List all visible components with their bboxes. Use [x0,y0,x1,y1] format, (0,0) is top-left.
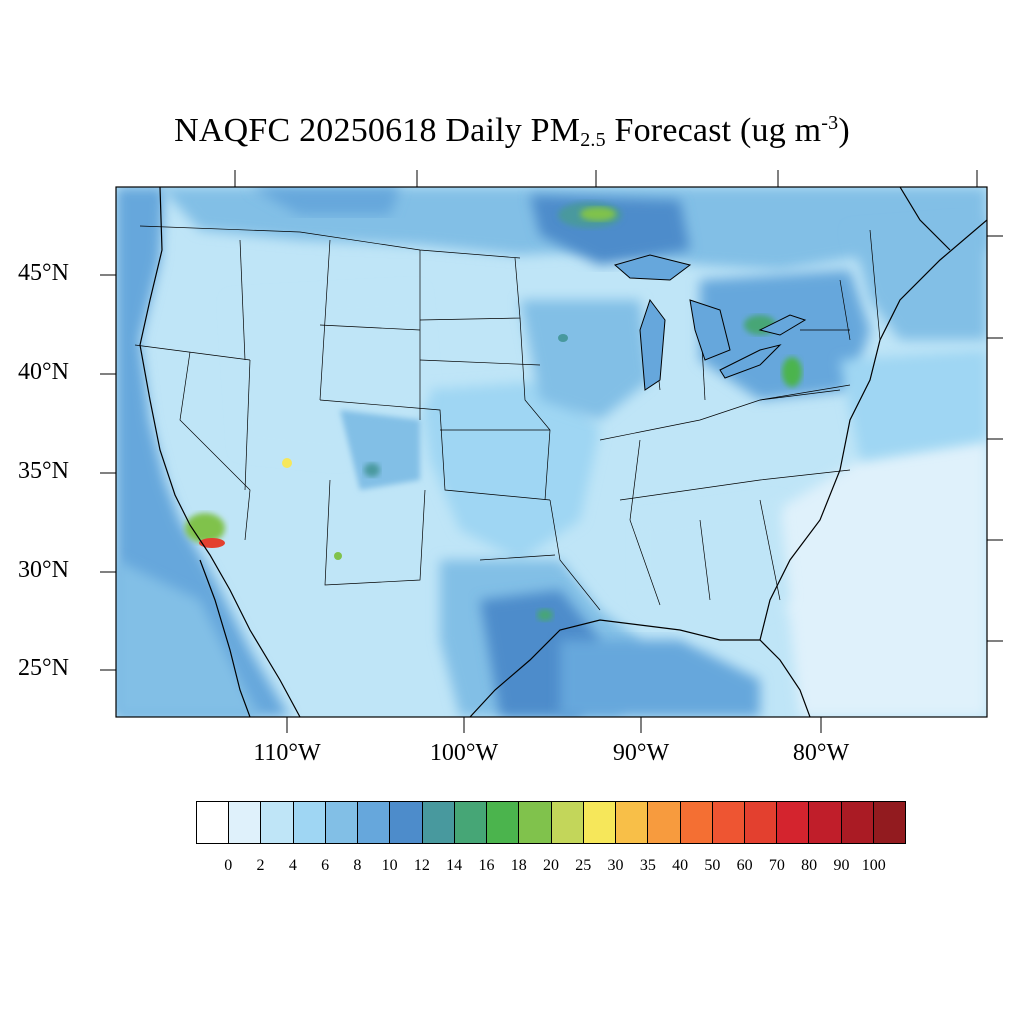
hotspot-socal-fire [199,538,225,548]
coastlines [139,187,987,717]
colorbar-swatch [583,802,617,843]
colorbar-swatch [261,802,294,843]
plains-region [420,380,600,560]
map-title: NAQFC 20250618 Daily PM2.5 Forecast (ug … [174,112,850,151]
lon-label-100w: 100°W [429,740,499,766]
hotspot-gulf [537,609,553,621]
lat-label-40: 40°N [18,359,69,385]
colorbar-swatch [744,802,778,843]
great-lakes [613,254,807,391]
colorbar-tick-label: 25 [575,857,592,874]
colorbar-swatch [873,802,906,843]
midwest-region [520,300,650,420]
hotspot-newmexico [334,552,342,560]
colorbar-swatch [390,802,423,843]
southeast-region [640,500,790,640]
lon-label-110w: 110°W [253,740,321,766]
colorbar-tick-label: 30 [607,857,624,874]
colorbar-swatch [487,802,520,843]
lat-label-35: 35°N [18,458,69,484]
top-ticks [234,170,978,187]
gulf-region [560,640,760,717]
colorbar-tick-label: 80 [801,857,818,874]
atlantic-light-region [760,440,987,717]
map-frame [115,186,988,718]
colorbar-tick-label: 40 [672,857,689,874]
bottom-ticks [286,717,822,733]
colorbar-tick-label: 16 [478,857,495,874]
colorbar-swatch [551,802,584,843]
colorbar-swatch [841,802,874,843]
colorbar-swatch [519,802,552,843]
colorbar-swatch [712,802,745,843]
colorbar-tick-label: 100 [861,857,886,874]
colorbar-swatch [358,802,391,843]
colorbar [196,801,906,844]
colorbar-swatch [809,802,842,843]
colorado-region [340,410,420,490]
colorbar-swatch [197,802,230,843]
pacific-south-region [116,560,260,717]
hotspot-colorado [364,463,380,477]
colorbar-tick-label: 10 [381,857,398,874]
colorbar-swatch [229,802,262,843]
colorbar-swatch [422,802,455,843]
new-england-region [850,220,987,340]
hotspot-pennsylvania [782,357,802,387]
hotspot-socal-outer [185,513,225,543]
lat-label-30: 30°N [18,557,69,583]
colorbar-tick-label: 70 [768,857,785,874]
colorbar-swatch [777,802,810,843]
canada-west-region [250,187,400,215]
hotspot-midwest [558,334,568,342]
concentration-field [116,187,987,717]
colorbar-tick-label: 0 [224,857,233,874]
colorbar-tick-label: 35 [639,857,656,874]
colorbar-swatch [616,802,649,843]
colorbar-tick-label: 4 [288,857,297,874]
colorbar-tick-label: 50 [704,857,721,874]
atlantic-mid-region [840,350,987,460]
colorbar-swatch [648,802,681,843]
colorbar-tick-label: 60 [736,857,753,874]
colorbar-tick-label: 12 [413,857,430,874]
lon-label-90w: 90°W [612,740,670,766]
left-ticks [100,274,116,671]
colorbar-tick-label: 90 [833,857,850,874]
hotspot-ontario [580,207,616,221]
colorbar-tick-label: 20 [543,857,559,874]
colorbar-swatch [325,802,359,843]
lon-label-80w: 80°W [792,740,850,766]
right-ticks [987,235,1003,642]
colorbar-tick-label: 14 [446,857,463,874]
hotspot-utah [282,458,292,468]
colorbar-swatch [680,802,713,843]
colorbar-swatch [454,802,488,843]
lat-label-45: 45°N [18,260,69,286]
colorbar-tick-label: 2 [256,857,265,874]
colorbar-tick-label: 8 [353,857,362,874]
colorbar-tick-label: 18 [510,857,527,874]
colorbar-tick-label: 6 [321,857,330,874]
lat-label-25: 25°N [18,655,69,681]
colorbar-swatch [293,802,326,843]
